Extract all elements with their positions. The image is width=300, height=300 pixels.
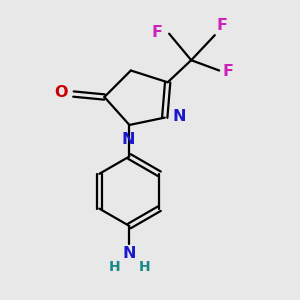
Text: F: F <box>223 64 234 80</box>
Text: N: N <box>172 109 186 124</box>
Text: F: F <box>152 25 163 40</box>
Text: N: N <box>121 132 135 147</box>
Text: H: H <box>138 260 150 274</box>
Text: O: O <box>54 85 68 100</box>
Text: N: N <box>123 246 136 261</box>
Text: F: F <box>216 18 227 33</box>
Text: H: H <box>109 260 121 274</box>
